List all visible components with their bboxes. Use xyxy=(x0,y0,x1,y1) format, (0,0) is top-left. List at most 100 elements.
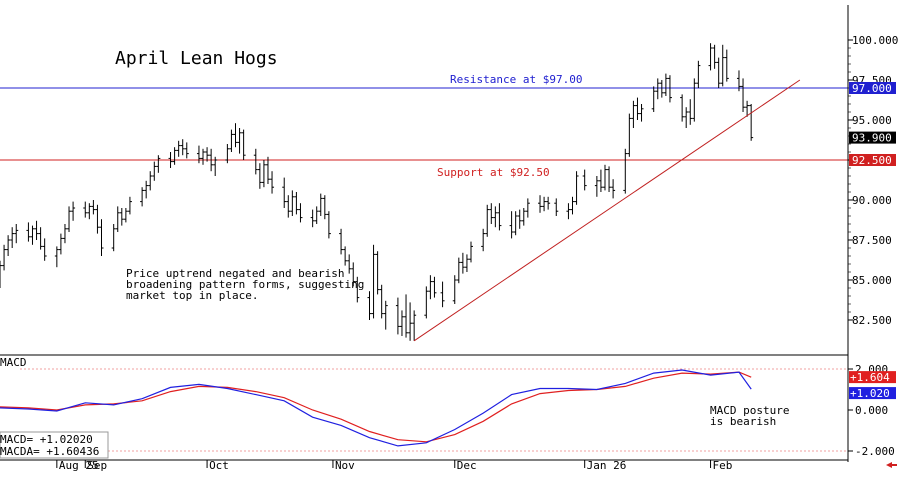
price-bar xyxy=(712,44,717,69)
price-tags: 97.000 93.900 92.500 xyxy=(849,82,896,167)
price-bar xyxy=(261,160,266,188)
price-bar xyxy=(34,220,39,240)
last-price-tag: 93.900 xyxy=(852,132,892,145)
price-bar xyxy=(196,145,201,164)
price-bar xyxy=(680,94,685,122)
price-bar xyxy=(404,294,409,338)
macd-legend-macd: MACD= +1.02020 xyxy=(0,433,93,446)
price-bar xyxy=(708,43,713,71)
price-bar xyxy=(355,276,360,303)
price-bar xyxy=(67,206,72,232)
price-bar xyxy=(265,156,270,184)
price-bar xyxy=(205,147,210,162)
price-bar xyxy=(148,171,153,191)
x-tick-label: Sep xyxy=(87,459,107,472)
price-bar xyxy=(542,196,547,212)
last-price-tag-bg xyxy=(849,131,896,144)
price-bar xyxy=(566,203,571,220)
price-tick-label: 85.000 xyxy=(852,274,892,287)
price-bar xyxy=(83,201,88,218)
x-tick-label: Nov xyxy=(335,459,355,472)
price-bar xyxy=(322,195,327,220)
price-bar xyxy=(667,75,672,103)
price-bar xyxy=(383,300,388,330)
uptrend-line xyxy=(413,79,801,342)
support-label: Support at $92.50 xyxy=(437,166,550,179)
price-bar xyxy=(127,196,132,215)
price-bar xyxy=(724,49,729,82)
price-bar xyxy=(318,193,323,216)
price-bar xyxy=(489,203,494,224)
price-bar xyxy=(424,286,429,319)
price-bar xyxy=(440,281,445,308)
price-bar xyxy=(326,211,331,239)
price-bar xyxy=(517,209,522,229)
resistance-label: Resistance at $97.00 xyxy=(450,73,582,86)
price-bar xyxy=(42,238,47,261)
price-bar xyxy=(26,222,31,242)
macd-annotation: MACD posture is bearish xyxy=(710,404,789,428)
price-annotation: Price uptrend negated and bearish broaden… xyxy=(126,267,364,302)
price-bar xyxy=(176,140,181,157)
price-bar xyxy=(546,196,551,210)
price-bar xyxy=(611,179,616,199)
price-bar xyxy=(347,254,352,274)
price-bar xyxy=(2,244,7,271)
price-bar xyxy=(631,100,636,128)
macda-tag-bg xyxy=(849,371,896,384)
price-bar xyxy=(184,142,189,159)
price-bar xyxy=(720,44,725,87)
red-arrow-icon[interactable] xyxy=(886,462,897,468)
price-bar xyxy=(379,284,384,319)
price-tick-label: 90.000 xyxy=(852,194,892,207)
price-bar xyxy=(367,291,372,320)
price-tick-label: 95.000 xyxy=(852,114,892,127)
price-bar xyxy=(58,233,63,255)
price-bar xyxy=(639,104,644,122)
support-tag-bg xyxy=(849,154,896,166)
price-bar xyxy=(95,204,100,234)
price-bar xyxy=(225,144,230,164)
price-bar xyxy=(156,155,161,173)
x-tick-label: Dec xyxy=(457,459,477,472)
price-bar xyxy=(54,246,59,268)
price-bar xyxy=(375,251,380,295)
price-bar xyxy=(481,228,486,252)
price-bar xyxy=(509,211,514,239)
price-bar xyxy=(298,203,303,223)
price-bar xyxy=(14,224,19,244)
price-bar xyxy=(253,148,258,175)
price-bar xyxy=(91,200,96,215)
price-bar xyxy=(270,171,275,194)
price-bar xyxy=(412,310,417,341)
chart-title: April Lean Hogs xyxy=(115,48,278,69)
price-bar xyxy=(408,302,413,341)
price-bar xyxy=(659,80,664,98)
price-bar xyxy=(282,177,287,208)
price-bar xyxy=(635,97,640,120)
price-bar xyxy=(201,148,206,165)
macd-pane-title: MACD xyxy=(0,356,27,369)
x-tick-label: Oct xyxy=(209,459,229,472)
price-bar xyxy=(213,156,218,176)
price-bar xyxy=(554,198,559,216)
price-bar xyxy=(152,161,157,181)
price-bar xyxy=(314,206,319,224)
price-bar xyxy=(233,123,238,148)
price-bar xyxy=(497,203,502,231)
price-bar xyxy=(716,57,721,88)
price-bar xyxy=(119,208,124,226)
price-bar xyxy=(339,228,344,255)
price-bar xyxy=(464,254,469,272)
price-bar xyxy=(602,164,607,191)
x-tick-label: Feb xyxy=(713,459,733,472)
price-bar xyxy=(168,152,173,168)
price-bar xyxy=(493,206,498,228)
price-bar xyxy=(598,169,603,192)
price-bar xyxy=(290,190,295,216)
resistance-tag-bg xyxy=(849,82,896,94)
price-bar xyxy=(351,262,356,287)
macd-tag-bg xyxy=(849,387,896,400)
